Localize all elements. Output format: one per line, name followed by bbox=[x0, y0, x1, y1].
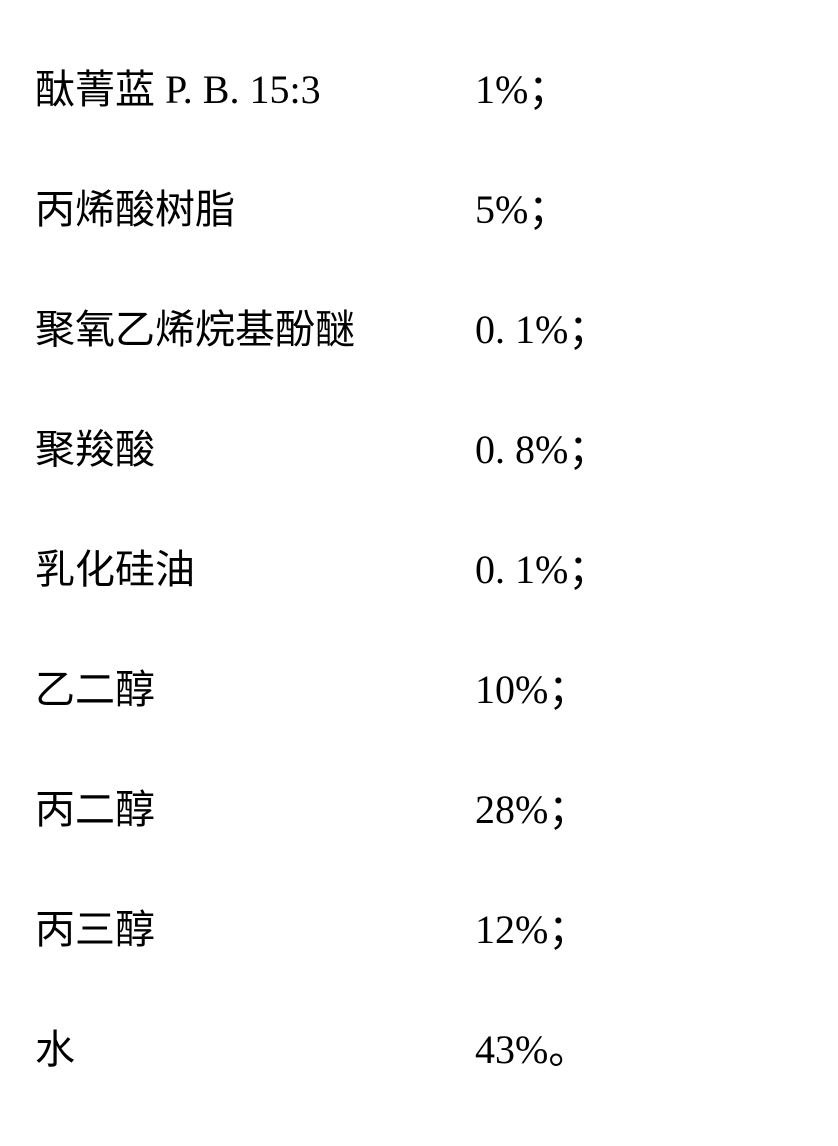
ingredient-label: 乳化硅油 bbox=[35, 510, 475, 630]
ingredient-label: 丙二醇 bbox=[35, 750, 475, 870]
table-row: 丙二醇 28% ； bbox=[35, 750, 798, 870]
ingredient-value: 5% bbox=[475, 150, 528, 270]
row-punct: ； bbox=[528, 150, 568, 270]
row-punct: ； bbox=[568, 510, 608, 630]
ingredient-value: 1% bbox=[475, 30, 528, 150]
row-punct: ； bbox=[548, 750, 588, 870]
table-row: 乳化硅油 0. 1% ； bbox=[35, 510, 798, 630]
ingredient-value: 0. 8% bbox=[475, 390, 568, 510]
row-punct: ； bbox=[568, 270, 608, 390]
ingredient-value: 43% bbox=[475, 990, 548, 1110]
row-punct: ； bbox=[568, 390, 608, 510]
table-row: 丙烯酸树脂 5% ； bbox=[35, 150, 798, 270]
table-row: 聚氧乙烯烷基酚醚 0. 1% ； bbox=[35, 270, 798, 390]
table-row: 丙三醇 12% ； bbox=[35, 870, 798, 990]
table-row: 水 43% 。 bbox=[35, 990, 798, 1110]
ingredient-value: 0. 1% bbox=[475, 510, 568, 630]
composition-table: 酞菁蓝 P. B. 15:3 1% ； 丙烯酸树脂 5% ； 聚氧乙烯烷基酚醚 … bbox=[0, 0, 838, 1146]
table-row: 乙二醇 10% ； bbox=[35, 630, 798, 750]
ingredient-label: 丙三醇 bbox=[35, 870, 475, 990]
ingredient-value: 10% bbox=[475, 630, 548, 750]
ingredient-value: 0. 1% bbox=[475, 270, 568, 390]
table-row: 聚羧酸 0. 8% ； bbox=[35, 390, 798, 510]
ingredient-label: 乙二醇 bbox=[35, 630, 475, 750]
ingredient-label: 酞菁蓝 P. B. 15:3 bbox=[35, 30, 475, 150]
ingredient-label: 聚氧乙烯烷基酚醚 bbox=[35, 270, 475, 390]
row-punct: 。 bbox=[548, 990, 588, 1110]
ingredient-label: 丙烯酸树脂 bbox=[35, 150, 475, 270]
ingredient-value: 12% bbox=[475, 870, 548, 990]
row-punct: ； bbox=[548, 870, 588, 990]
row-punct: ； bbox=[548, 630, 588, 750]
ingredient-label: 聚羧酸 bbox=[35, 390, 475, 510]
row-punct: ； bbox=[528, 30, 568, 150]
ingredient-value: 28% bbox=[475, 750, 548, 870]
ingredient-label: 水 bbox=[35, 990, 475, 1110]
table-row: 酞菁蓝 P. B. 15:3 1% ； bbox=[35, 30, 798, 150]
